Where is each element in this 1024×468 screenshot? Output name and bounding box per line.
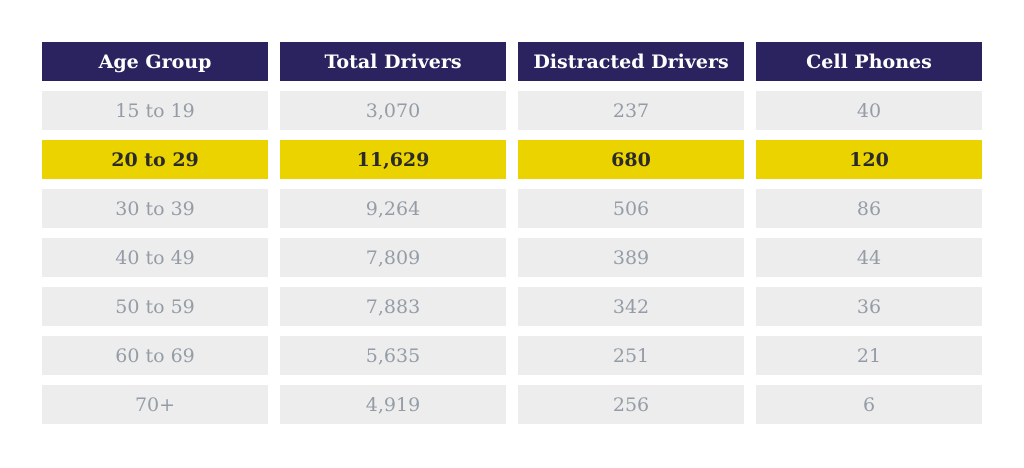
table-cell: 86 [756,189,982,228]
table-cell: 44 [756,238,982,277]
column-header: Cell Phones [756,42,982,81]
highlighted-table-cell: 680 [518,140,744,179]
table-cell: 70+ [42,385,268,424]
table-cell: 36 [756,287,982,326]
table-cell: 30 to 39 [42,189,268,228]
column-header: Distracted Drivers [518,42,744,81]
column-header: Age Group [42,42,268,81]
table-cell: 237 [518,91,744,130]
table-cell: 40 [756,91,982,130]
table-cell: 21 [756,336,982,375]
table-cell: 7,883 [280,287,506,326]
highlighted-table-cell: 11,629 [280,140,506,179]
highlighted-table-cell: 20 to 29 [42,140,268,179]
table-cell: 60 to 69 [42,336,268,375]
table-cell: 9,264 [280,189,506,228]
table-cell: 6 [756,385,982,424]
column-header: Total Drivers [280,42,506,81]
table-cell: 4,919 [280,385,506,424]
table-cell: 40 to 49 [42,238,268,277]
table-cell: 15 to 19 [42,91,268,130]
table-cell: 256 [518,385,744,424]
table-cell: 5,635 [280,336,506,375]
table-cell: 342 [518,287,744,326]
highlighted-table-cell: 120 [756,140,982,179]
table-cell: 3,070 [280,91,506,130]
data-table: Age Group Total Drivers Distracted Drivers… [42,42,982,434]
table-cell: 251 [518,336,744,375]
table-cell: 50 to 59 [42,287,268,326]
table-cell: 506 [518,189,744,228]
table-cell: 389 [518,238,744,277]
table-cell: 7,809 [280,238,506,277]
